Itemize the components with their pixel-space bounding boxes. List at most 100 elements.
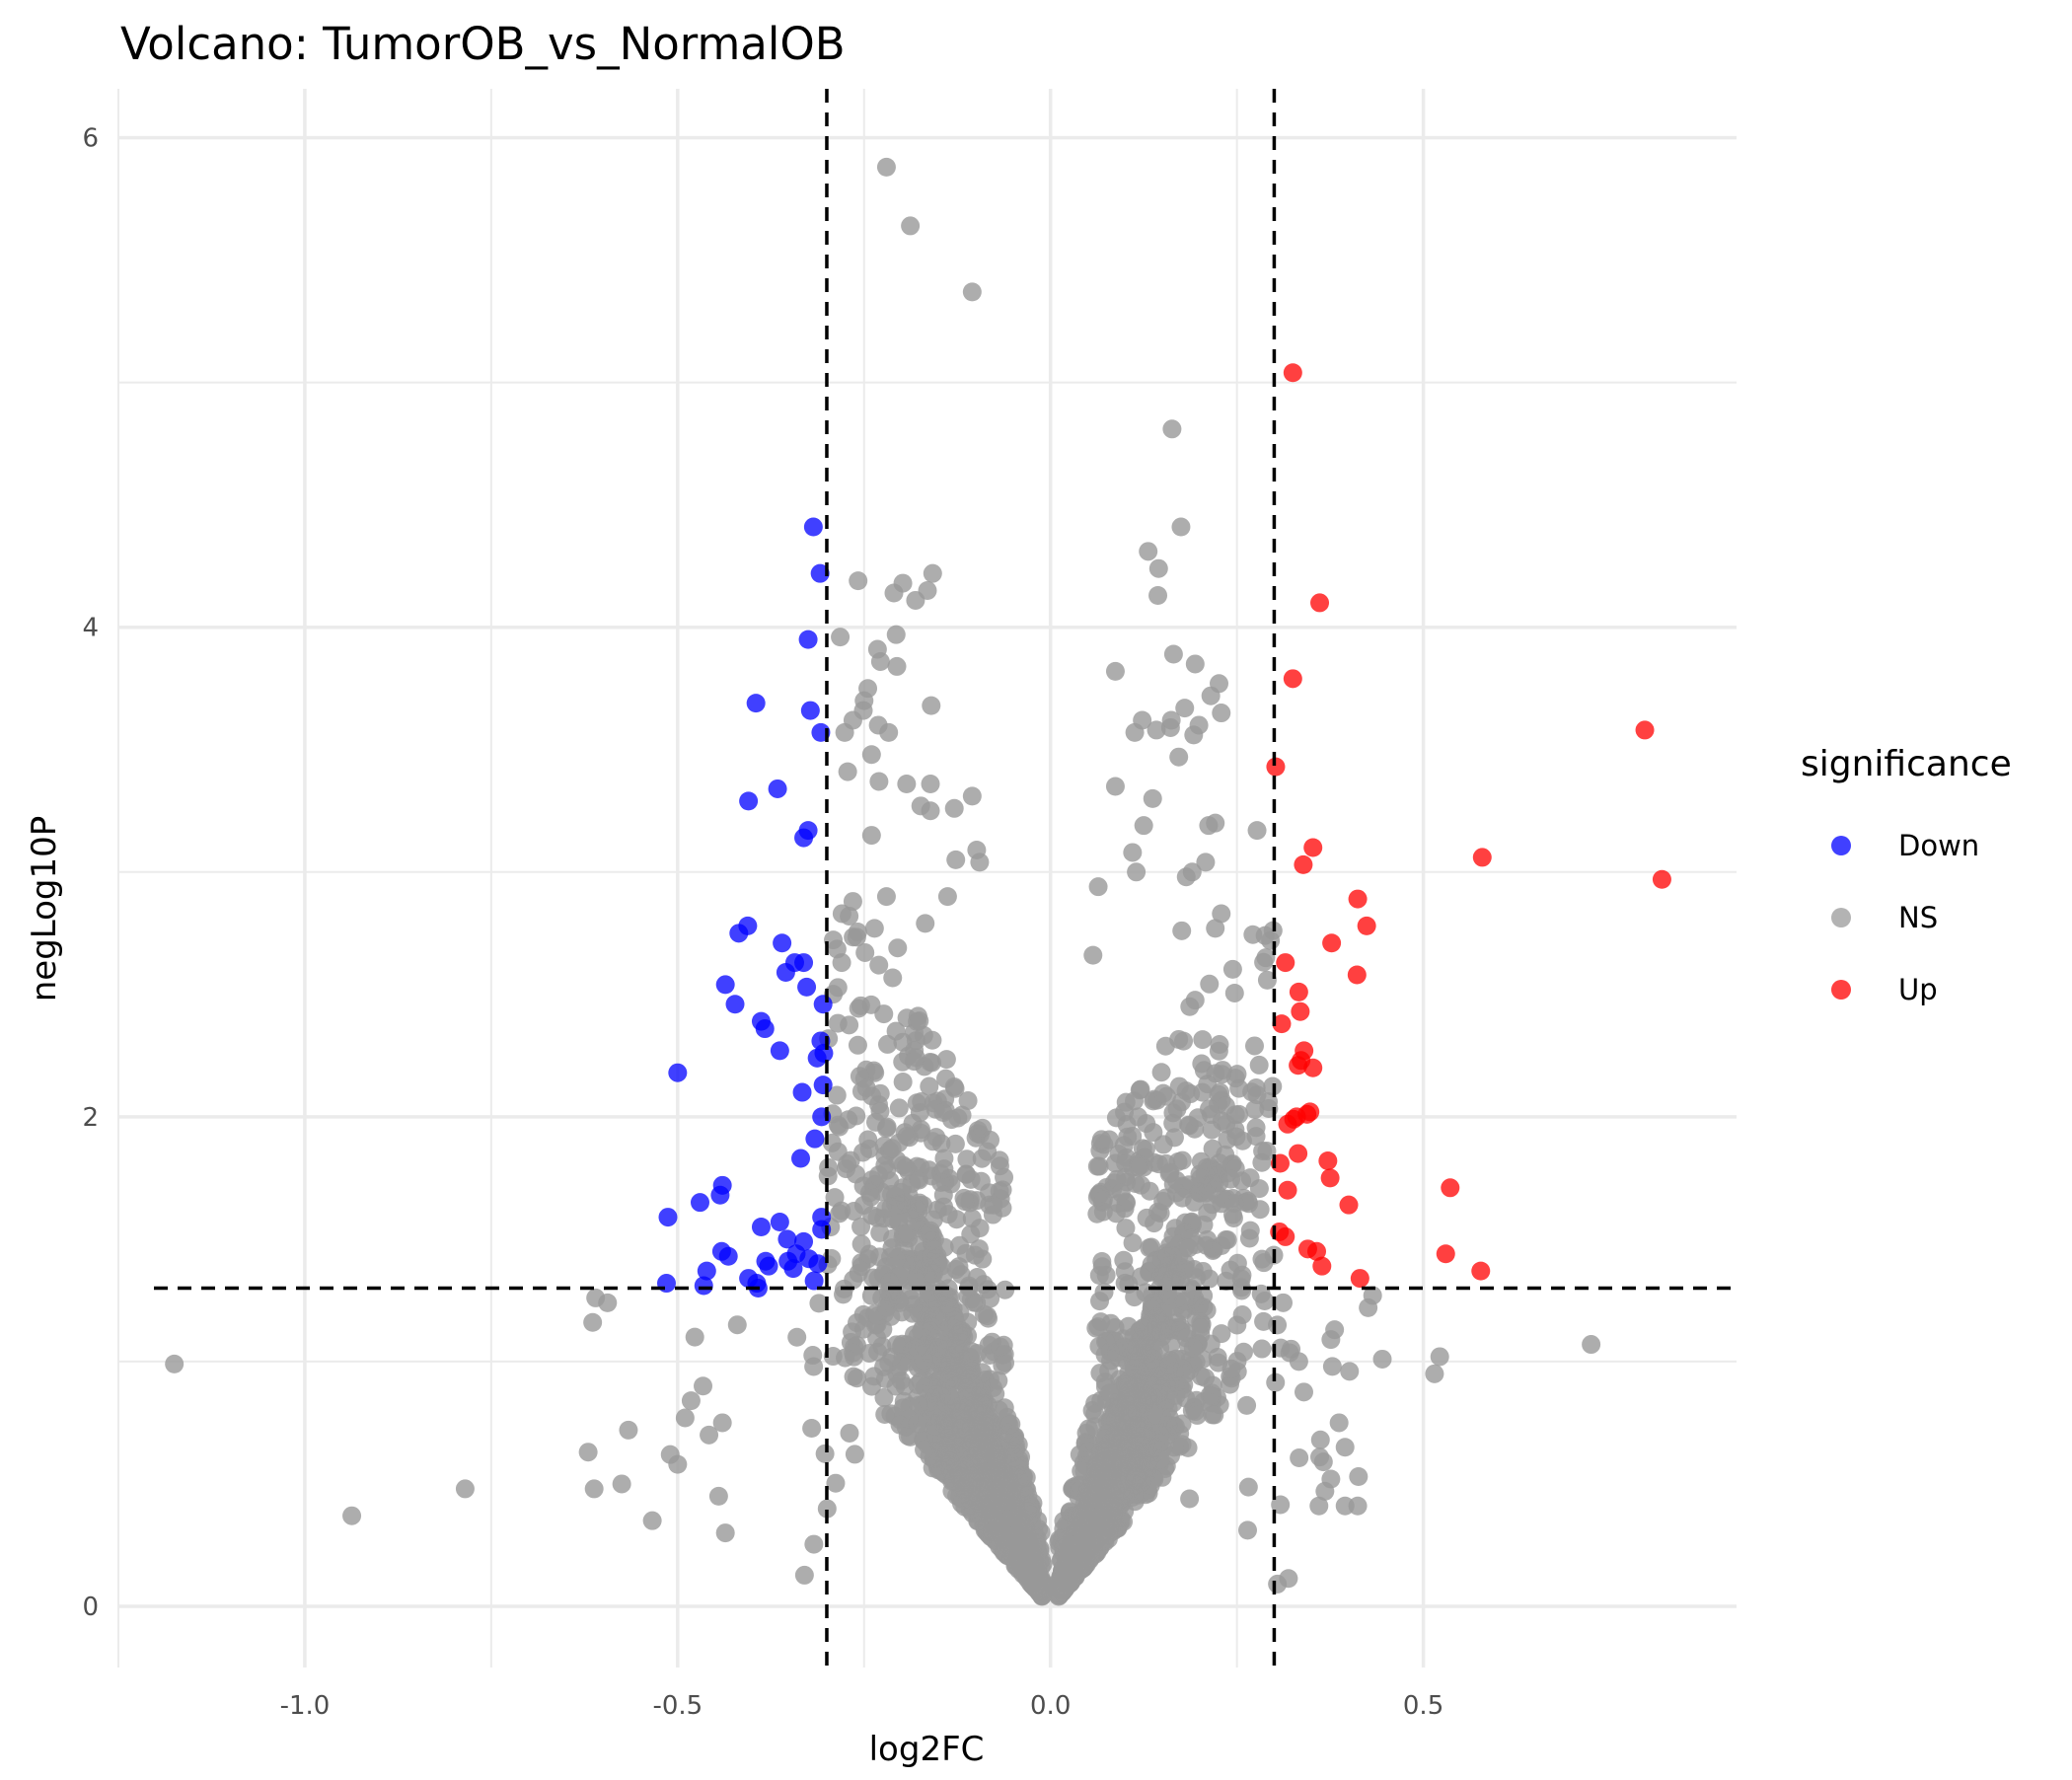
ns-point [975, 1482, 995, 1502]
ns-point [897, 774, 917, 793]
legend: significance Down NS Up [1801, 744, 2012, 1006]
ns-point [912, 1321, 931, 1341]
ns-point [1425, 1364, 1444, 1383]
ns-point [946, 1260, 966, 1280]
ns-point [870, 651, 890, 671]
ns-point [1162, 1246, 1182, 1266]
ns-point [1097, 1452, 1117, 1472]
ns-point [995, 1524, 1014, 1544]
down-point [746, 694, 766, 713]
ns-point [1129, 1107, 1148, 1127]
ns-point [1200, 974, 1220, 994]
ns-point [1176, 1364, 1196, 1383]
ns-point [995, 1167, 1014, 1187]
ns-point [1198, 1203, 1218, 1223]
ns-point [875, 1404, 895, 1424]
ns-point [1224, 983, 1244, 1002]
ns-point [1201, 686, 1221, 705]
down-point [739, 791, 759, 811]
ns-point [165, 1354, 185, 1373]
ns-point [815, 1444, 835, 1463]
ns-point [1271, 1495, 1291, 1515]
y-tick-label: 6 [82, 124, 99, 154]
legend-label-ns: NS [1898, 901, 1938, 934]
ns-point [882, 1139, 902, 1158]
ns-point [970, 853, 990, 872]
ns-point [1198, 1229, 1218, 1249]
ns-point [715, 1523, 735, 1543]
ns-point [832, 953, 851, 973]
up-point [1348, 889, 1368, 909]
ns-point [864, 919, 884, 938]
ns-point [927, 1401, 947, 1421]
ns-point [883, 968, 903, 988]
ns-point [971, 1427, 991, 1446]
ns-point [619, 1420, 638, 1440]
ns-point [1172, 921, 1192, 940]
ns-point [1335, 1496, 1355, 1516]
ns-point [1290, 1447, 1309, 1467]
ns-point [836, 1159, 855, 1179]
ns-point [584, 1479, 604, 1499]
ns-point [944, 798, 964, 818]
ns-point [957, 1150, 977, 1169]
ns-point [1180, 1489, 1200, 1509]
ns-point [1127, 1442, 1147, 1461]
ns-point [1088, 877, 1108, 897]
ns-point [1309, 1496, 1329, 1516]
ns-point [1151, 1322, 1171, 1342]
ns-point [869, 955, 889, 975]
up-point [1320, 1168, 1340, 1188]
ns-point [956, 1164, 976, 1184]
ns-point [1233, 1342, 1253, 1362]
up-point [1652, 869, 1671, 889]
ns-point [835, 722, 854, 742]
ns-point [1151, 1063, 1171, 1082]
ns-point [1321, 1330, 1341, 1350]
up-point [1276, 1226, 1295, 1246]
ns-point [802, 1419, 822, 1439]
ns-point [1119, 1383, 1139, 1403]
up-point [1276, 953, 1295, 973]
ns-point [1077, 1488, 1097, 1508]
ns-point [893, 1073, 913, 1092]
ns-point [598, 1293, 618, 1312]
up-point [1291, 1001, 1310, 1021]
ns-point [962, 1209, 982, 1228]
ns-point [583, 1312, 603, 1332]
ns-point [877, 1160, 897, 1180]
up-point [1472, 848, 1492, 867]
ns-point [998, 1491, 1017, 1511]
y-tick-label: 0 [82, 1593, 99, 1622]
ns-point [848, 1369, 867, 1388]
ns-point [848, 1035, 867, 1055]
up-point [1272, 1014, 1292, 1034]
ns-point [1008, 1524, 1028, 1544]
ns-point [872, 1337, 892, 1357]
ns-point [1196, 853, 1216, 872]
ns-point [1261, 930, 1281, 950]
down-point [783, 1259, 803, 1279]
ns-point [1169, 747, 1189, 767]
ns-point [1116, 1092, 1136, 1112]
down-point [770, 1041, 789, 1061]
ns-point [817, 1499, 837, 1519]
up-point [1357, 916, 1376, 935]
down-point [773, 933, 792, 953]
ns-point [1106, 1108, 1126, 1128]
ns-point [911, 1157, 930, 1177]
ns-point [712, 1413, 732, 1433]
x-tick-label: -1.0 [280, 1691, 331, 1721]
ns-point [973, 1118, 993, 1138]
down-point [725, 995, 745, 1014]
x-axis-title: log2FC [869, 1730, 985, 1769]
ns-point [1212, 1324, 1231, 1344]
ns-point [874, 1387, 894, 1407]
ns-point [1322, 1357, 1342, 1376]
ns-point [1164, 1128, 1184, 1148]
ns-point [861, 1376, 881, 1396]
down-point [710, 1185, 730, 1205]
ns-point [1191, 1318, 1211, 1338]
ns-point [958, 1091, 978, 1111]
ns-point [1232, 1281, 1252, 1300]
